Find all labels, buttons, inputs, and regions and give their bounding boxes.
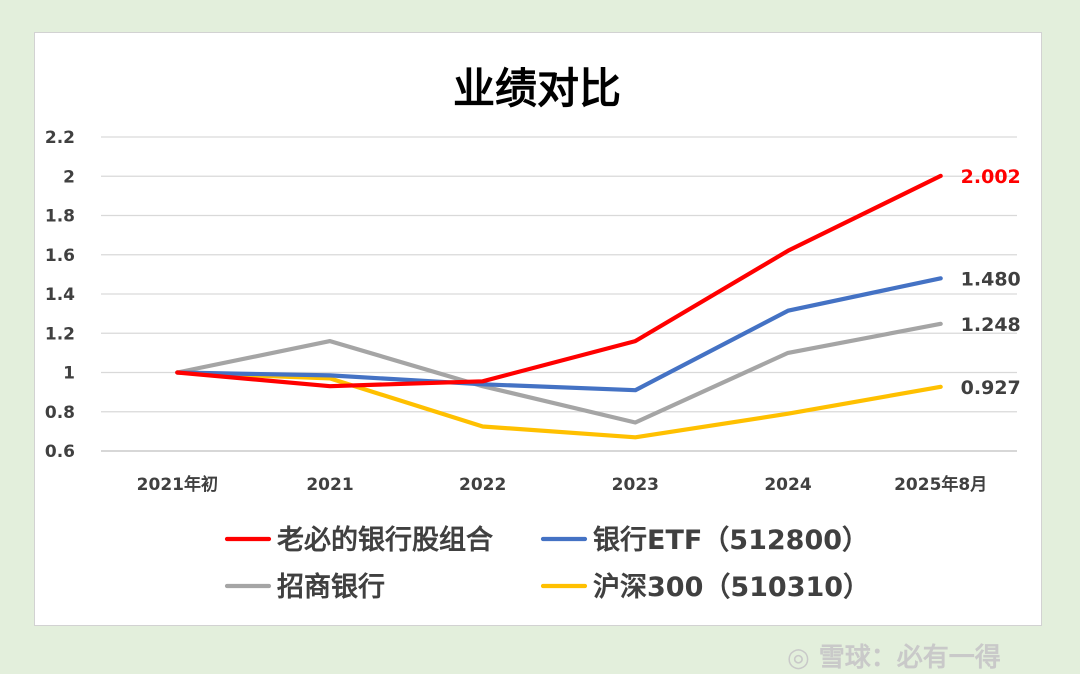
- x-tick-label: 2022: [459, 475, 506, 495]
- x-tick-label: 2021: [306, 475, 353, 495]
- watermark-text: 雪球：必有一得: [818, 643, 1001, 673]
- end-value-label: 0.927: [961, 377, 1021, 399]
- series-line: [175, 370, 943, 440]
- legend-label: 沪深300（510310）: [593, 572, 870, 603]
- end-value-label: 1.480: [961, 268, 1021, 290]
- end-value-label: 2.002: [961, 166, 1021, 188]
- series-line: [175, 321, 943, 425]
- chart-svg: 业绩对比 2.221.81.61.41.210.80.6 2021年初 2021 2…: [45, 64, 1021, 603]
- watermark: ◎ 雪球：必有一得: [787, 637, 1001, 674]
- legend-label: 银行ETF（512800）: [593, 524, 869, 556]
- x-axis-ticks: 2021年初 2021 2022 2023 2024 2025年8月: [137, 474, 988, 495]
- y-tick-label: 2.2: [45, 128, 75, 148]
- chart-card: 业绩对比 2.2 2 1.8 1.6 1.4 1.2 1 0.8 0.6 2021年初 2021 2…: [34, 32, 1042, 673]
- x-tick-label: 2025年8月: [894, 474, 987, 495]
- y-tick-label: 1.2: [45, 324, 75, 344]
- legend: 老必的银行股组合 银行ETF（512800） 招商银行 沪深300（510310）: [224, 524, 870, 603]
- x-tick-label: 2023: [612, 475, 659, 495]
- y-tick-label: 2: [63, 167, 75, 187]
- end-value-label: 1.248: [961, 314, 1021, 336]
- y-tick-label: 0.6: [45, 442, 75, 462]
- series-line: [175, 276, 943, 393]
- y-tick-label: 0.8: [45, 403, 75, 423]
- legend-label: 招商银行: [277, 571, 385, 603]
- x-tick-label: 2024: [764, 475, 811, 495]
- wechat-icon: ◎: [787, 643, 810, 673]
- x-tick-label: 2021年初: [137, 474, 218, 495]
- y-tick-label: 1.8: [45, 207, 75, 227]
- y-tick-label: 1.4: [45, 285, 75, 305]
- series-lines: [175, 173, 943, 440]
- chart-title: 业绩对比: [453, 64, 621, 113]
- series-line: [175, 173, 943, 389]
- y-axis-ticks: 2.2 2 1.8 1.6 1.4 1.2 1 0.8 0.6: [45, 128, 75, 462]
- end-labels: 2.002 1.480 1.248 0.927: [961, 166, 1021, 399]
- y-tick-label: 1: [63, 364, 75, 384]
- y-tick-label: 1.6: [45, 246, 75, 266]
- legend-label: 老必的银行股组合: [277, 524, 493, 556]
